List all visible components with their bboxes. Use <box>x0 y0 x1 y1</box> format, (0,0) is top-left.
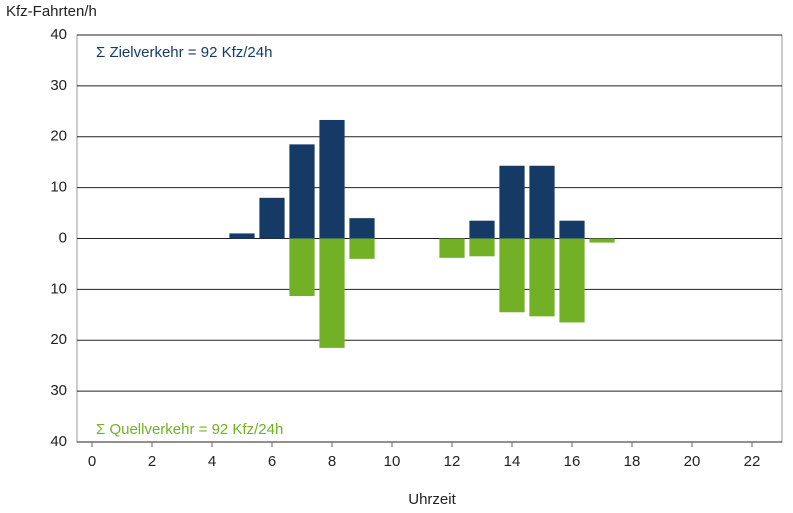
x-tick-label: 16 <box>564 453 581 470</box>
x-tick-label: 6 <box>268 453 276 470</box>
y-tick-label: 40 <box>50 26 67 43</box>
bar <box>319 119 345 239</box>
x-tick-label: 4 <box>208 453 216 470</box>
bar <box>259 197 285 239</box>
y-axis-label: Kfz-Fahrten/h <box>6 3 97 20</box>
x-tick-label: 18 <box>624 453 641 470</box>
bar <box>529 238 555 317</box>
x-tick-label: 8 <box>328 453 336 470</box>
bar <box>499 238 525 313</box>
x-tick-label: 20 <box>684 453 701 470</box>
y-tick-label: 30 <box>50 382 67 399</box>
bar <box>289 144 315 239</box>
y-tick-label: 20 <box>50 331 67 348</box>
x-tick-label: 0 <box>88 453 96 470</box>
bar <box>349 238 375 259</box>
y-tick-label: 40 <box>50 433 67 450</box>
x-axis-label: Uhrzeit <box>408 491 456 508</box>
y-tick-label: 30 <box>50 77 67 94</box>
x-tick-label: 22 <box>744 453 761 470</box>
bar <box>469 220 495 239</box>
bar <box>529 165 555 239</box>
bar <box>439 238 465 258</box>
bar <box>289 238 315 296</box>
bar <box>469 238 495 257</box>
bar <box>589 238 615 243</box>
x-tick-label: 12 <box>444 453 461 470</box>
bar <box>559 238 585 323</box>
y-tick-label: 10 <box>50 179 67 196</box>
bar <box>229 233 255 239</box>
x-tick-label: 10 <box>384 453 401 470</box>
y-tick-label: 0 <box>59 229 67 246</box>
y-tick-label: 20 <box>50 128 67 145</box>
bar <box>349 218 375 239</box>
annotation: Σ Zielverkehr = 92 Kfz/24h <box>96 44 272 61</box>
bar <box>499 165 525 239</box>
x-tick-label: 14 <box>504 453 521 470</box>
annotation: Σ Quellverkehr = 92 Kfz/24h <box>96 421 283 438</box>
bar <box>559 220 585 239</box>
bar <box>319 238 345 348</box>
y-tick-label: 10 <box>50 280 67 297</box>
x-tick-label: 2 <box>148 453 156 470</box>
